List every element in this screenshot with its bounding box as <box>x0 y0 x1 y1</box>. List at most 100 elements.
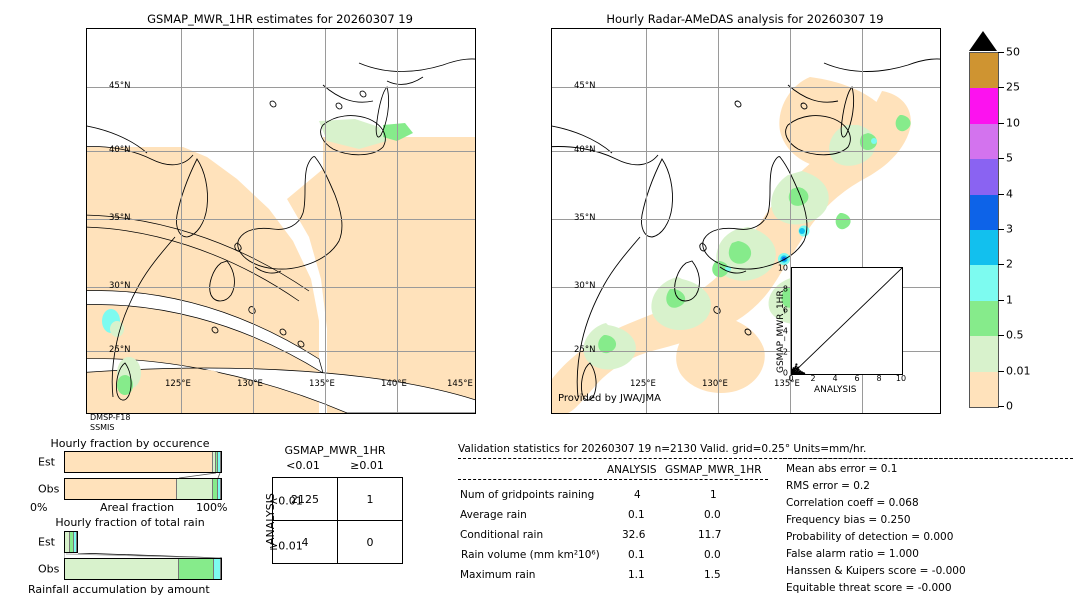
latitude-gridline <box>87 351 475 352</box>
scatter-y-tick-6: 6 <box>782 305 788 315</box>
left-map-lat-label-40n: 40°N <box>109 145 131 155</box>
contingency-col-header-lt: <0.01 <box>286 459 320 472</box>
metric-mean-abs-error: Mean abs error = 0.1 <box>786 463 898 475</box>
colorbar-tick <box>998 52 1004 53</box>
validation-row-label: Num of gridpoints raining <box>460 489 595 501</box>
metric-equitable-threat-score: Equitable threat score = -0.000 <box>786 582 952 594</box>
total-rain-bar-obs[interactable] <box>64 558 222 580</box>
bar-segment <box>176 479 213 499</box>
colorbar-tick <box>998 264 1004 266</box>
validation-header: Validation statistics for 20260307 19 n=… <box>458 443 867 455</box>
colorbar-label: 25 <box>1006 80 1020 94</box>
validation-col-header-estimate: GSMAP_MWR_1HR <box>665 464 762 476</box>
occurrence-row-label-est: Est <box>38 455 55 469</box>
longitude-gridline <box>397 29 398 413</box>
longitude-gridline <box>718 29 719 413</box>
occurrence-chart-title: Hourly fraction by occurence <box>50 437 210 450</box>
scatter-point <box>794 365 797 368</box>
right-map-lon-label-130e: 130°E <box>702 379 728 389</box>
left-map-lon-label-140e: 140°E <box>381 379 407 389</box>
right-map-lat-label-45n: 45°N <box>574 81 596 91</box>
right-map-lon-label-125e: 125°E <box>630 379 656 389</box>
colorbar-label: 50 <box>1006 45 1020 59</box>
scatter-plot-inset[interactable] <box>791 267 903 375</box>
left-map-lat-label-30n: 30°N <box>109 281 131 291</box>
scatter-point <box>795 363 798 366</box>
validation-row-label: Maximum rain <box>460 569 536 581</box>
right-map-lat-label-25n: 25°N <box>574 345 596 355</box>
scatter-x-tick-4: 4 <box>832 374 838 383</box>
table-row: 4 0 <box>272 520 403 564</box>
total-rain-axis-label: Rainfall accumulation by amount <box>28 583 210 596</box>
bar-segment <box>65 532 70 552</box>
colorbar-segment <box>970 88 998 124</box>
contingency-table[interactable]: 2125 1 4 0 <box>272 477 403 564</box>
longitude-gridline <box>181 29 182 413</box>
bar-segment <box>218 452 221 472</box>
occurrence-connector-lines <box>178 473 221 478</box>
left-map-lon-label-125e: 125°E <box>165 379 191 389</box>
bar-segment <box>65 479 177 499</box>
latitude-gridline <box>552 151 940 152</box>
colorbar-tick <box>998 370 1004 372</box>
colorbar-tick <box>998 193 1004 195</box>
longitude-gridline <box>862 29 863 413</box>
colorbar-tick <box>998 335 1004 337</box>
metric-rms-error: RMS error = 0.2 <box>786 480 870 492</box>
colorbar-tick <box>998 299 1004 301</box>
scatter-point <box>792 367 795 370</box>
scatter-x-tick-2: 2 <box>810 374 816 383</box>
validation-row-label: Rain volume (mm km²10⁶) <box>461 549 600 561</box>
gsmap-estimate-map[interactable]: 45°N 40°N 35°N 30°N 25°N 125°E 130°E 135… <box>86 28 476 414</box>
scatter-x-tick-10: 10 <box>895 374 907 383</box>
latitude-gridline <box>87 219 475 220</box>
bar-segment <box>74 532 77 552</box>
scatter-y-tick-0: 0 <box>782 368 788 378</box>
bar-segment <box>215 452 219 472</box>
scatter-point <box>803 372 806 374</box>
right-map-lon-label-135e: 135°E <box>774 379 800 389</box>
colorbar-segment <box>970 229 998 266</box>
total-rain-bar-est[interactable] <box>64 531 78 553</box>
colorbar-label: 1 <box>1006 293 1013 307</box>
contingency-cell-miss: 4 <box>272 520 338 564</box>
colorbar-tick <box>998 158 1004 160</box>
contingency-cell-hit: 0 <box>337 520 403 564</box>
validation-row-label: Conditional rain <box>460 529 544 541</box>
colorbar-tick <box>998 87 1004 89</box>
validation-row-estimate: 1.5 <box>704 569 721 581</box>
validation-row-estimate: 0.0 <box>704 509 721 521</box>
latitude-gridline <box>552 87 940 88</box>
colorbar-segment <box>970 159 998 195</box>
validation-col-header-analysis: ANALYSIS <box>607 464 657 476</box>
colorbar-tick <box>998 122 1004 124</box>
validation-header-rule <box>458 458 998 459</box>
occurrence-bar-est[interactable] <box>64 451 222 473</box>
precipitation-colorbar[interactable]: 0 0.01 0.5 1 2 3 4 5 10 25 50 <box>968 30 1068 420</box>
colorbar-segments <box>969 52 999 408</box>
validation-row-estimate: 0.0 <box>704 549 721 561</box>
validation-row-analysis: 0.1 <box>628 549 645 561</box>
scatter-point <box>795 367 799 370</box>
occurrence-axis-max: 100% <box>196 501 228 514</box>
occurrence-bar-obs[interactable] <box>64 478 222 500</box>
radar-amedas-map[interactable]: 45°N 40°N 35°N 30°N 25°N 125°E 130°E 135… <box>551 28 941 414</box>
colorbar-segment <box>970 53 998 89</box>
colorbar-segment <box>970 265 998 301</box>
metric-hanssen-kuipers-score: Hanssen & Kuipers score = -0.000 <box>786 565 966 577</box>
total-rain-connector-lines <box>64 553 222 558</box>
validation-row-estimate: 1 <box>710 489 717 501</box>
right-map-lat-label-30n: 30°N <box>574 281 596 291</box>
contingency-cell-hit-miss: 2125 <box>272 477 338 521</box>
metric-probability-of-detection: Probability of detection = 0.000 <box>786 531 954 543</box>
scatter-point <box>797 368 800 371</box>
scatter-x-tick-8: 8 <box>876 374 882 383</box>
sensor-annotation: DMSP-F18 SSMIS <box>90 413 130 432</box>
scatter-x-tick-0: 0 <box>788 374 794 383</box>
longitude-gridline <box>646 29 647 413</box>
validation-row-estimate: 11.7 <box>698 529 722 541</box>
left-map-lon-label-130e: 130°E <box>237 379 263 389</box>
metrics-top-rule <box>783 458 1073 459</box>
total-rain-row-label-est: Est <box>38 535 55 549</box>
validation-row-analysis: 1.1 <box>628 569 645 581</box>
